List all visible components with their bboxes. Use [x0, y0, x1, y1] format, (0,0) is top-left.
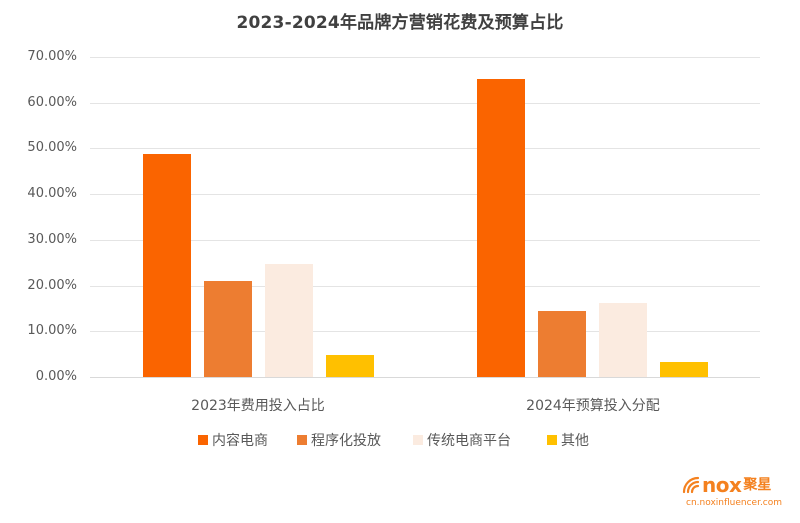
bar[interactable] [599, 302, 647, 377]
legend: 内容电商 程序化投放 传统电商平台 其他 [0, 430, 800, 450]
logo-url: cn.noxinfluencer.com [686, 498, 783, 508]
gridline [90, 194, 760, 195]
legend-label: 程序化投放 [311, 433, 381, 449]
plot-area: 0.00% 10.00% 20.00% 30.00% 40.00% 50.00% 60.00… [27, 49, 760, 384]
legend-item-other[interactable]: 其他 [547, 430, 589, 450]
y-axis-tick-label: 50.00% [27, 140, 77, 155]
y-axis-tick-label: 60.00% [27, 95, 77, 110]
logo-brand-cn: 聚星 [743, 477, 772, 493]
y-axis-tick-label: 30.00% [27, 232, 77, 247]
bar[interactable] [477, 78, 525, 377]
y-axis-tick-label: 70.00% [27, 49, 77, 64]
gridline [90, 103, 760, 104]
legend-item-traditional-ecommerce[interactable]: 传统电商平台 [413, 430, 511, 450]
gridline [90, 240, 760, 241]
legend-item-content-ecommerce[interactable]: 内容电商 [198, 430, 268, 450]
gridline [90, 331, 760, 332]
legend-label: 内容电商 [212, 433, 268, 449]
x-axis-label-2024: 2024年预算投入分配 [526, 398, 660, 414]
bar[interactable] [143, 153, 191, 377]
nox-logo: nox 聚星 cn.noxinfluencer.com [680, 474, 790, 514]
legend-label: 传统电商平台 [427, 433, 511, 449]
bar[interactable] [204, 280, 252, 377]
legend-item-programmatic[interactable]: 程序化投放 [297, 430, 381, 450]
y-axis-tick-label: 40.00% [27, 186, 77, 201]
signal-wave-icon [682, 476, 700, 494]
legend-swatch-icon [547, 435, 557, 445]
x-axis-label-2023: 2023年费用投入占比 [191, 398, 325, 414]
gridline [90, 148, 760, 149]
legend-swatch-icon [198, 435, 208, 445]
x-axis-line [90, 377, 760, 378]
y-axis-tick-label: 10.00% [27, 323, 77, 338]
gridline [90, 57, 760, 58]
legend-label: 其他 [561, 433, 589, 449]
legend-swatch-icon [413, 435, 423, 445]
bar[interactable] [660, 361, 708, 377]
legend-swatch-icon [297, 435, 307, 445]
gridline [90, 286, 760, 287]
bar[interactable] [326, 354, 374, 377]
bar[interactable] [538, 311, 586, 377]
chart-title: 2023-2024年品牌方营销花费及预算占比 [236, 13, 564, 33]
bar[interactable] [265, 264, 313, 377]
logo-brand: nox [702, 473, 742, 497]
y-axis-tick-label: 20.00% [27, 278, 77, 293]
y-axis-tick-label: 0.00% [35, 369, 77, 384]
